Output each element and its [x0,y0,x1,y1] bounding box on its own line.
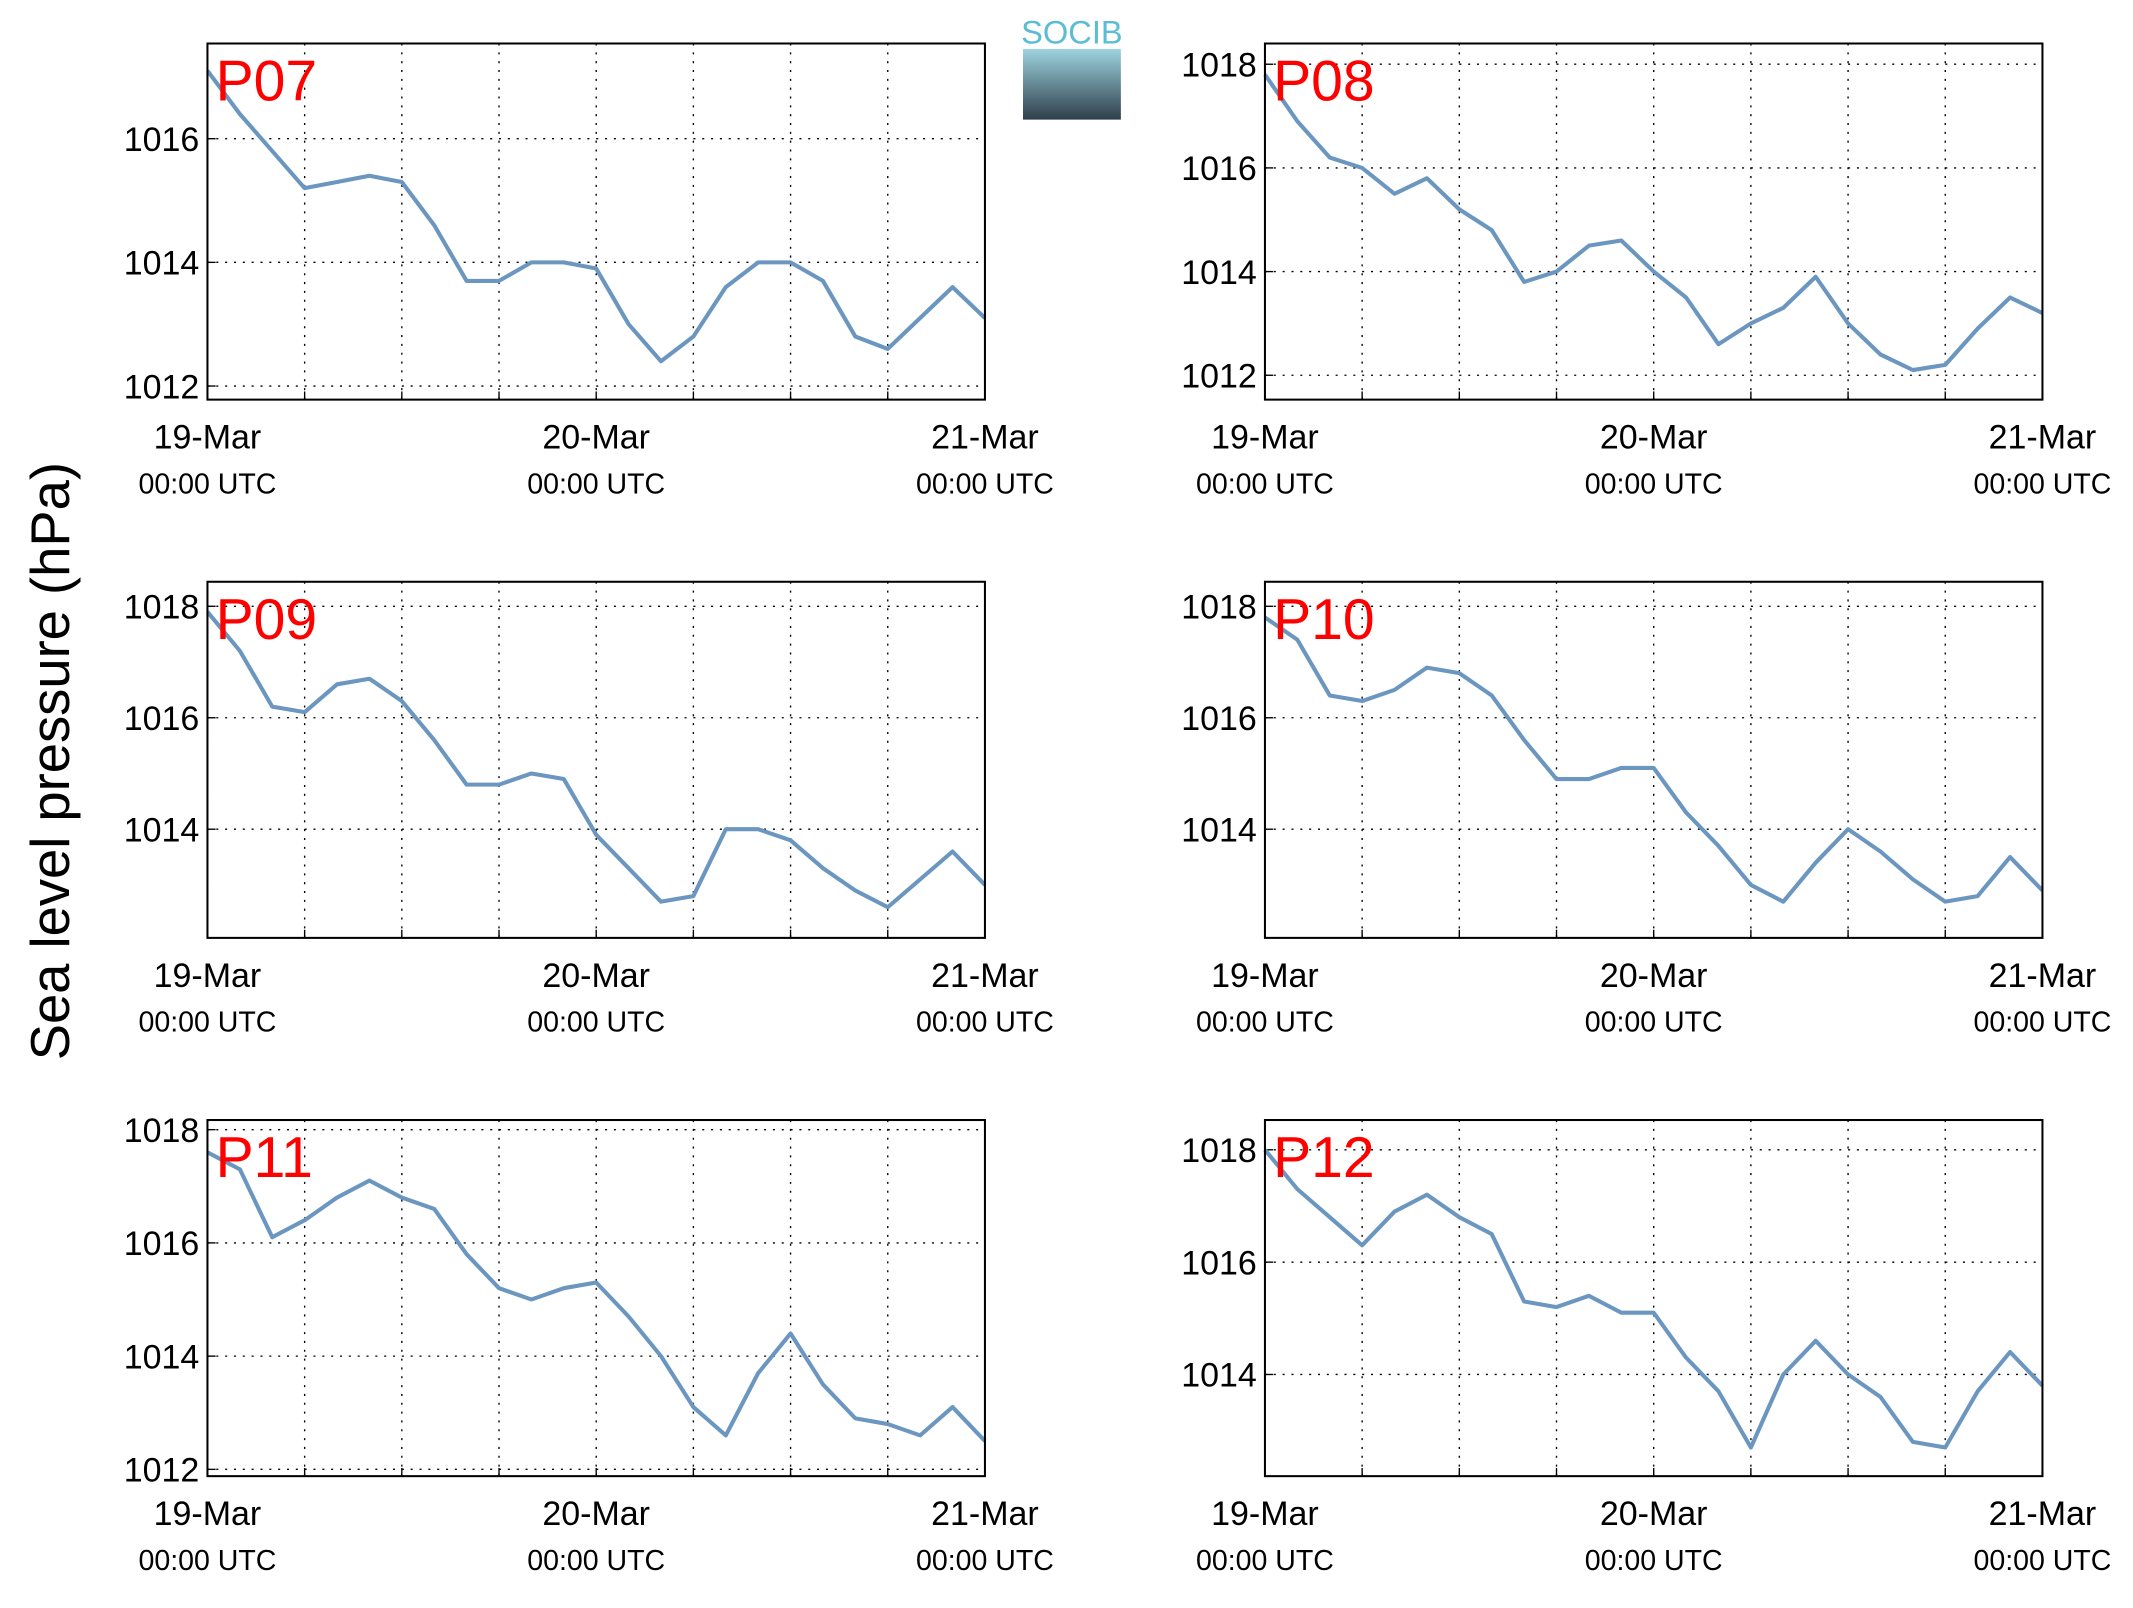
plot-frame [206,1119,986,1478]
series-line [205,610,987,910]
y-axis-label: Sea level pressure (hPa) [20,462,81,1060]
y-tick-label: 1014 [124,1338,200,1376]
y-tick-label: 1014 [124,811,200,849]
panel: 1014 1016 1018 19-Mar 00:00 UTC 20-Mar 00:00 U… [1181,580,2111,1039]
y-tick-label: 1018 [1181,589,1257,627]
x-tick-label: 21-Mar [931,957,1039,995]
plot-frame [1263,580,2044,939]
x-tick-label: 21-Mar [1989,1495,2097,1533]
x-tick-sublabel: 00:00 UTC [138,468,276,500]
panel-title: P10 [1273,588,1375,652]
panel-title: P11 [216,1126,313,1190]
logo-text: SOCIB [1021,13,1122,50]
plot-frame [206,580,986,939]
x-tick-sublabel: 00:00 UTC [527,1007,665,1039]
y-tick-label: 1014 [1181,1357,1257,1395]
series-line [1263,615,2044,904]
y-tick-label: 1012 [124,368,200,406]
y-tick-label: 1016 [124,1225,200,1263]
series-line [1263,73,2044,373]
x-tick-label: 20-Mar [1600,419,1708,457]
y-tick-label: 1014 [1181,254,1257,292]
y-tick-label: 1014 [1181,811,1257,849]
y-tick-label: 1018 [124,589,200,627]
panel: 1012 1014 1016 1018 19-Mar 00:00 UTC 20-Mar 00:… [124,1112,1054,1577]
x-tick-label: 20-Mar [542,1495,650,1533]
plot-frame [1263,1119,2044,1478]
panel: 1014 1016 1018 19-Mar 00:00 UTC 20-Mar 00:00 U… [1181,1119,2111,1577]
y-tick-label: 1016 [1181,1244,1257,1282]
x-tick-label: 19-Mar [1211,957,1319,995]
x-tick-label: 21-Mar [1989,957,2097,995]
y-tick-label: 1018 [1181,1132,1257,1170]
x-tick-label: 20-Mar [1600,957,1708,995]
y-tick-label: 1016 [124,700,200,738]
panel-title: P09 [216,588,318,652]
x-tick-sublabel: 00:00 UTC [916,468,1054,500]
series-line [205,69,987,364]
x-tick-label: 20-Mar [542,419,650,457]
panel: 1012 1014 1016 19-Mar 00:00 UTC 20-Mar 00:00 U… [124,42,1054,500]
y-tick-label: 1014 [124,245,200,283]
x-tick-sublabel: 00:00 UTC [1196,1545,1334,1577]
series-line [1263,1148,2044,1450]
plot-frame [1263,42,2044,401]
x-tick-sublabel: 00:00 UTC [916,1007,1054,1039]
x-tick-sublabel: 00:00 UTC [1585,468,1723,500]
y-tick-label: 1016 [1181,700,1257,738]
x-tick-label: 21-Mar [931,419,1039,457]
y-tick-label: 1012 [124,1452,200,1490]
x-tick-sublabel: 00:00 UTC [1585,1545,1723,1577]
x-tick-sublabel: 00:00 UTC [138,1007,276,1039]
panel-title: P12 [1273,1126,1375,1190]
x-tick-sublabel: 00:00 UTC [916,1545,1054,1577]
logo-block [1023,48,1121,120]
y-tick-label: 1018 [1181,46,1257,84]
x-tick-sublabel: 00:00 UTC [1973,1545,2111,1577]
x-tick-sublabel: 00:00 UTC [527,1545,665,1577]
series-line [206,1150,987,1443]
x-tick-sublabel: 00:00 UTC [527,468,665,500]
x-tick-sublabel: 00:00 UTC [1196,1007,1334,1039]
panel-title: P07 [216,50,318,114]
x-tick-label: 19-Mar [154,957,262,995]
y-tick-label: 1018 [124,1112,200,1150]
x-tick-label: 21-Mar [931,1495,1039,1533]
x-tick-sublabel: 00:00 UTC [138,1545,276,1577]
x-tick-sublabel: 00:00 UTC [1585,1007,1723,1039]
x-tick-label: 20-Mar [1600,1495,1708,1533]
logo: SOCIB [1021,13,1123,120]
y-tick-label: 1016 [124,121,200,159]
y-tick-label: 1012 [1181,357,1257,395]
panel: 1014 1016 1018 19-Mar 00:00 UTC 20-Mar 00:00 U… [124,580,1054,1039]
panel: 1012 1014 1016 1018 19-Mar 00:00 UTC 20-Mar 00:… [1181,42,2111,500]
x-tick-sublabel: 00:00 UTC [1196,468,1334,500]
x-tick-label: 19-Mar [1211,1495,1319,1533]
panel-title: P08 [1273,50,1375,114]
y-tick-label: 1016 [1181,150,1257,188]
x-tick-label: 19-Mar [154,1495,262,1533]
x-tick-label: 19-Mar [154,419,262,457]
plot-frame [206,42,986,401]
x-tick-sublabel: 00:00 UTC [1973,1007,2111,1039]
x-tick-label: 20-Mar [542,957,650,995]
x-tick-label: 19-Mar [1211,419,1319,457]
x-tick-label: 21-Mar [1989,419,2097,457]
x-tick-sublabel: 00:00 UTC [1973,468,2111,500]
